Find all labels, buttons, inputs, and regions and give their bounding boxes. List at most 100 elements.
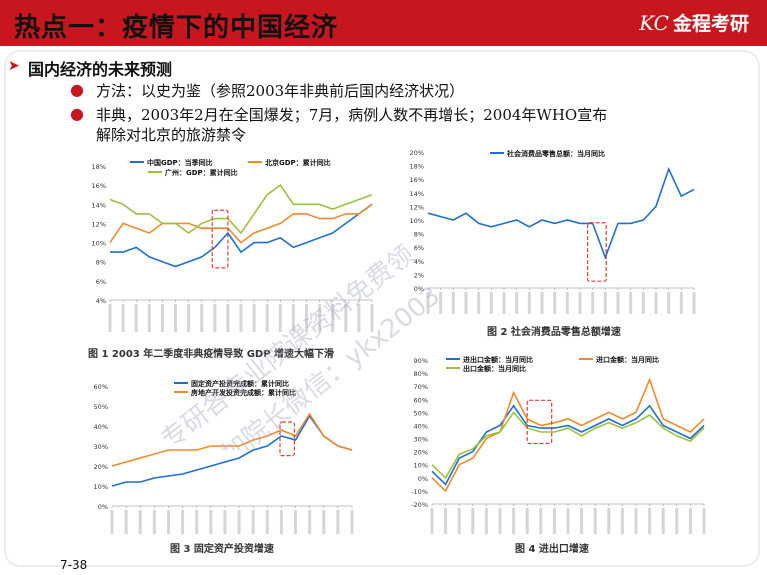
x-tick-label (265, 510, 269, 534)
y-tick-label: 4% (414, 258, 424, 266)
legend-label: 出口金额：当月同比 (463, 364, 526, 373)
series-line-2 (431, 377, 705, 493)
page-title: 热点一：疫情下的中国经济 (14, 13, 339, 43)
x-tick-label (124, 510, 128, 534)
series-line-2 (109, 203, 373, 244)
x-tick-label (471, 508, 475, 534)
x-tick-label (426, 292, 430, 314)
x-tick-label (181, 510, 185, 534)
x-tick-label (620, 508, 624, 534)
y-tick-label: 12% (410, 203, 424, 211)
x-tick-label (147, 304, 151, 332)
y-tick-label: 40% (414, 422, 428, 430)
series-line-3 (109, 183, 373, 235)
x-tick-label (457, 508, 461, 534)
x-tick-label (209, 510, 213, 534)
x-tick-label (702, 508, 706, 534)
y-tick-label: 40% (94, 423, 108, 431)
bullet-1: 方法：以史为鉴（参照2003年非典前后国内经济状况） (96, 82, 465, 100)
brand-logo: KC 金程考研 (639, 9, 749, 36)
series-line-2 (111, 412, 353, 467)
x-tick-label (634, 508, 638, 534)
x-tick-label (661, 508, 665, 534)
x-tick-label (607, 508, 611, 534)
x-tick-label (370, 304, 374, 332)
bullet-2-cont: 解除对北京的旅游禁令 (96, 126, 247, 144)
y-tick-label: 10% (410, 217, 424, 225)
x-tick-label (489, 292, 493, 314)
x-tick-label (166, 510, 170, 534)
x-tick-label (439, 292, 443, 314)
x-tick-label (477, 292, 481, 314)
x-tick-label (331, 304, 335, 332)
chart-investment: 60% 50% 40% 30% 20% 10% 0% 固定资产投资完成额：累计同比房地产开发投… (94, 379, 354, 534)
x-tick-label (565, 292, 569, 314)
logo-mark: KC (639, 10, 669, 35)
x-tick-label (226, 304, 230, 332)
x-tick-label (336, 510, 340, 534)
x-tick-label (578, 292, 582, 314)
y-tick-label: 50% (414, 409, 428, 417)
legend-label: 固定资产投资完成额：累计同比 (191, 379, 289, 388)
figure-3-caption: 图 3 固定资产投资增速 (170, 544, 274, 555)
x-tick-label (648, 508, 652, 534)
y-tick-label: 18% (92, 163, 106, 171)
legend-label: 房地产开发投资完成额：累计同比 (191, 388, 296, 397)
x-tick-label (527, 292, 531, 314)
x-tick-label (539, 508, 543, 534)
figure-2-caption: 图 2 社会消费品零售总额增速 (487, 327, 621, 338)
legend-label: 广州：GDP：累计同比 (165, 168, 238, 177)
y-tick-label: 14% (92, 201, 106, 209)
highlight-box (279, 421, 295, 457)
highlight-box (526, 399, 553, 445)
y-tick-label: 16% (410, 176, 424, 184)
x-tick-label (305, 304, 308, 332)
y-tick-label: 50% (94, 403, 108, 411)
x-tick-label (322, 510, 326, 534)
x-tick-label (357, 304, 361, 332)
legend-label: 进出口金额：当月同比 (463, 355, 533, 364)
x-tick-label (566, 508, 570, 534)
content-panel (6, 52, 758, 565)
x-tick-label (498, 508, 502, 534)
x-tick-label (291, 304, 295, 332)
x-tick-label (484, 508, 488, 534)
section-title: 国内经济的未来预测 (28, 60, 173, 79)
x-tick-label (237, 510, 241, 534)
x-tick-label (279, 510, 283, 534)
x-tick-label (616, 292, 620, 314)
y-tick-label: 10% (94, 483, 108, 491)
series-line-1 (111, 414, 353, 487)
x-tick-label (350, 510, 354, 534)
x-tick-label (265, 304, 269, 332)
y-tick-label: -10% (411, 488, 428, 496)
x-tick-label (174, 304, 177, 332)
bullet-dot-icon: ● (70, 80, 84, 99)
y-tick-label: 80% (414, 370, 428, 378)
y-tick-label: 30% (94, 443, 108, 451)
legend-label: 北京GDP：累计同比 (265, 158, 331, 167)
x-tick-label (430, 508, 434, 534)
y-tick-label: 60% (94, 383, 108, 391)
x-tick-label (580, 508, 584, 534)
highlight-box (587, 222, 607, 282)
x-tick-label (444, 508, 448, 534)
chart-gdp: 18% 16% 14% 12% 10% 8% 6% 4% 中国GDP：当季同比 北京GDP：累计同… (92, 158, 374, 332)
header-bar (0, 0, 767, 46)
legend-label: 中国GDP：当季同比 (147, 158, 213, 167)
y-tick-label: 2% (414, 271, 424, 279)
x-tick-label (252, 304, 256, 332)
x-tick-label (667, 292, 671, 314)
figure-1-caption: 图 1 2003 年二季度非典疫情导致 GDP 增速大幅下滑 (88, 349, 335, 360)
y-tick-label: 90% (414, 357, 428, 365)
x-tick-label (512, 508, 516, 534)
x-tick-label (675, 508, 679, 534)
y-tick-label: 18% (410, 163, 424, 171)
series-line-1 (110, 203, 373, 268)
y-tick-label: 0% (418, 475, 428, 483)
series-line-1 (427, 166, 695, 260)
x-tick-label (138, 510, 142, 534)
y-tick-label: 30% (414, 436, 428, 444)
y-tick-label: 8% (414, 231, 424, 239)
arrow-bullet-icon: ➤ (8, 58, 20, 74)
